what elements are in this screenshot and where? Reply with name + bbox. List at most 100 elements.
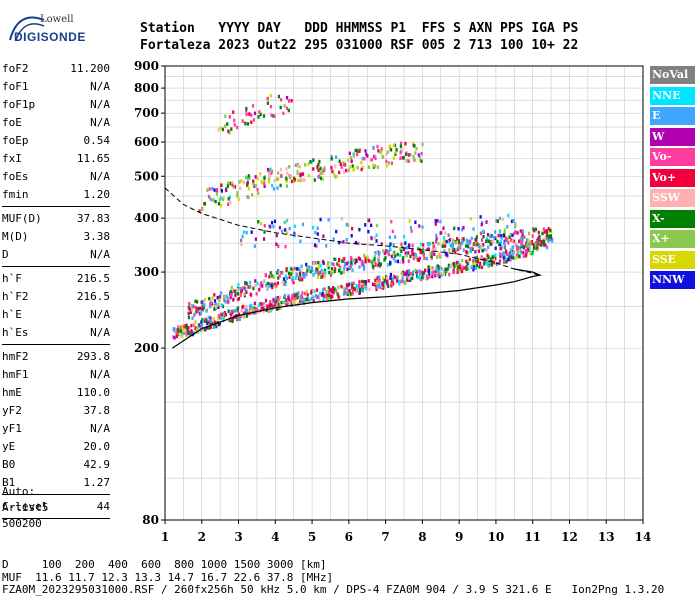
echo-mark bbox=[241, 286, 244, 290]
echo-mark bbox=[509, 253, 512, 257]
echo-mark bbox=[240, 309, 243, 313]
echo-mark bbox=[274, 302, 277, 307]
echo-mark bbox=[265, 283, 268, 287]
echo-mark bbox=[389, 242, 392, 246]
echo-mark bbox=[521, 232, 524, 236]
echo-mark bbox=[377, 149, 380, 153]
echo-mark bbox=[473, 242, 476, 247]
echo-mark bbox=[233, 185, 237, 189]
param-name: B1 bbox=[2, 476, 16, 489]
echo-mark bbox=[494, 246, 497, 250]
echo-mark bbox=[371, 264, 375, 269]
echo-mark bbox=[230, 313, 233, 317]
echo-mark bbox=[280, 98, 283, 102]
echo-mark bbox=[254, 308, 257, 313]
echo-mark bbox=[528, 249, 531, 253]
echo-mark bbox=[297, 291, 300, 295]
echo-mark bbox=[375, 281, 378, 286]
param-row: yF2 37.8 bbox=[2, 402, 110, 420]
echo-mark bbox=[232, 289, 235, 293]
echo-mark bbox=[266, 304, 269, 308]
echo-mark bbox=[224, 114, 227, 118]
logo-lowell-text: Lowell bbox=[40, 14, 74, 25]
echo-mark bbox=[409, 153, 412, 157]
echo-mark bbox=[485, 220, 488, 224]
autoscaling-info: Auto: Artist5 500200 bbox=[2, 484, 48, 532]
echo-mark bbox=[406, 274, 409, 278]
echo-mark bbox=[351, 292, 354, 296]
echo-mark bbox=[289, 175, 292, 180]
param-name: fxI bbox=[2, 152, 22, 165]
echo-mark bbox=[458, 241, 461, 245]
echo-mark bbox=[472, 243, 475, 248]
echo-mark bbox=[179, 329, 183, 333]
echo-mark bbox=[244, 287, 247, 291]
echo-mark bbox=[508, 235, 511, 239]
echo-mark bbox=[342, 286, 345, 290]
echo-mark bbox=[360, 167, 363, 172]
echo-mark bbox=[506, 252, 509, 257]
echo-mark bbox=[287, 99, 291, 103]
echo-mark bbox=[493, 235, 496, 240]
echo-mark bbox=[367, 279, 370, 283]
echo-mark bbox=[268, 282, 271, 287]
echo-mark bbox=[201, 323, 204, 328]
echo-mark bbox=[320, 268, 323, 273]
echo-mark bbox=[358, 265, 361, 269]
echo-mark bbox=[457, 265, 460, 270]
echo-mark bbox=[245, 314, 249, 318]
echo-mark bbox=[338, 269, 341, 273]
param-value: N/A bbox=[90, 248, 110, 261]
echo-mark bbox=[430, 254, 433, 258]
echo-mark bbox=[357, 256, 360, 260]
echo-mark bbox=[322, 261, 325, 265]
echo-mark bbox=[196, 300, 199, 304]
echo-mark bbox=[374, 283, 377, 287]
echo-mark bbox=[498, 260, 501, 265]
ionogram-chart: 1 2 3 4 5 6 7 8 9 10 11 12 13 14802003004005006007008… bbox=[134, 59, 651, 544]
echo-mark bbox=[502, 256, 505, 260]
echo-mark bbox=[450, 264, 453, 268]
echo-mark bbox=[296, 171, 299, 176]
echo-mark bbox=[432, 270, 435, 275]
echo-mark bbox=[482, 229, 485, 234]
echo-mark bbox=[338, 170, 341, 175]
echo-mark bbox=[519, 249, 522, 254]
param-row: B1 1.27 bbox=[2, 474, 110, 492]
echo-mark bbox=[352, 154, 356, 158]
echo-mark bbox=[312, 225, 315, 230]
echo-mark bbox=[358, 280, 361, 284]
echo-mark bbox=[251, 104, 255, 108]
echo-mark bbox=[392, 243, 395, 247]
echo-mark bbox=[456, 270, 459, 274]
echo-mark bbox=[353, 258, 356, 263]
echo-mark bbox=[299, 178, 302, 183]
echo-mark bbox=[286, 301, 289, 306]
echo-mark bbox=[529, 251, 532, 256]
echo-mark bbox=[404, 281, 407, 286]
echo-mark bbox=[277, 269, 280, 273]
echo-mark bbox=[303, 178, 306, 182]
echo-mark bbox=[408, 269, 411, 273]
echo-mark bbox=[411, 276, 414, 280]
echo-mark bbox=[182, 328, 185, 333]
param-value: 11.65 bbox=[76, 152, 110, 165]
echo-mark bbox=[350, 261, 353, 265]
echo-mark bbox=[461, 258, 464, 263]
echo-mark bbox=[345, 261, 349, 266]
echo-mark bbox=[477, 249, 481, 253]
param-value: 293.8 bbox=[76, 350, 110, 363]
echo-mark bbox=[496, 239, 499, 244]
echo-mark bbox=[340, 216, 343, 221]
param-value: N/A bbox=[90, 80, 110, 93]
echo-mark bbox=[488, 260, 491, 265]
param-row: hmE 110.0 bbox=[2, 384, 110, 402]
echo-mark bbox=[228, 115, 231, 119]
echo-mark bbox=[236, 317, 239, 322]
echo-mark bbox=[500, 236, 503, 240]
echo-mark bbox=[376, 276, 379, 280]
echo-mark bbox=[519, 229, 522, 233]
echo-mark bbox=[308, 299, 311, 303]
echo-mark bbox=[239, 314, 242, 319]
chart-curves bbox=[164, 187, 543, 349]
